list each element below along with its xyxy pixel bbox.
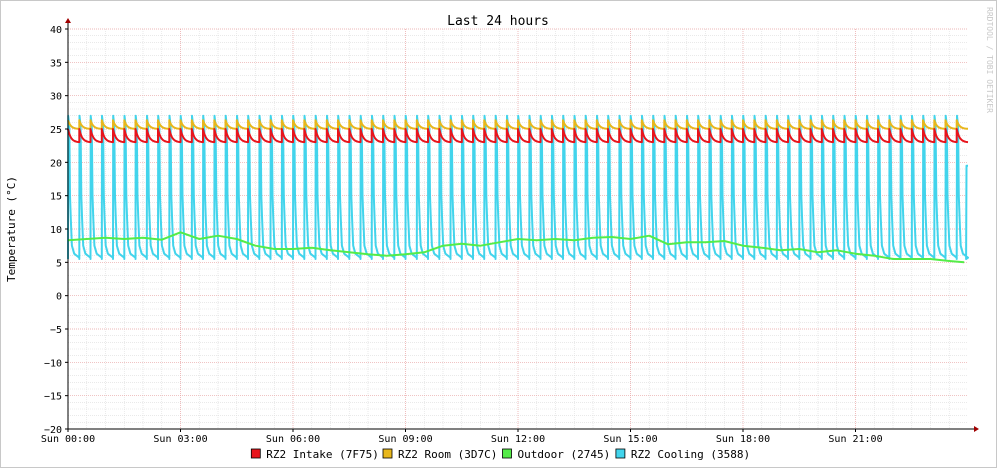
legend-swatch-rz2-room-3d7c	[382, 448, 393, 459]
x-tick-label: Sun 03:00	[153, 434, 207, 445]
y-tick-label: 15	[50, 192, 62, 203]
x-tick-label: Sun 00:00	[41, 434, 95, 445]
y-tick-label: 35	[50, 58, 62, 69]
y-tick-label: −15	[44, 392, 62, 403]
legend-swatch-outdoor-2745	[502, 448, 512, 459]
x-tick-label: Sun 21:00	[828, 434, 882, 445]
y-tick-label: 0	[56, 292, 62, 303]
y-tick-label: −20	[44, 425, 62, 436]
series-line-rz2-cooling-3588	[67, 114, 969, 260]
legend-label-outdoor-2745: Outdoor (2745)	[518, 448, 611, 461]
legend: RZ2 Intake (7F75) RZ2 Room (3D7C) Outdoor …	[250, 448, 750, 461]
x-tick-label: Sun 12:00	[491, 434, 545, 445]
x-tick-label: Sun 06:00	[266, 434, 320, 445]
y-tick-label: −5	[50, 325, 62, 336]
series-line-outdoor-2745	[67, 231, 965, 264]
y-tick-label: 10	[50, 225, 62, 236]
series-line-rz2-intake-7f75	[67, 128, 969, 144]
y-axis-label: Temperature (°C)	[5, 176, 18, 282]
legend-label-rz2-room-3d7c: RZ2 Room (3D7C)	[398, 448, 497, 461]
y-axis-arrow	[65, 18, 71, 23]
legend-label-rz2-cooling-3588: RZ2 Cooling (3588)	[631, 448, 750, 461]
y-tick-label: 25	[50, 125, 62, 136]
x-tick-label: Sun 15:00	[603, 434, 657, 445]
legend-label-rz2-intake-7f75: RZ2 Intake (7F75)	[266, 448, 379, 461]
y-tick-label: 40	[50, 25, 62, 36]
y-tick-label: 20	[50, 158, 62, 169]
rrdtool-watermark: RRDTOOL / TOBI OETIKER	[985, 7, 994, 113]
series-layer	[67, 114, 969, 264]
series-line-rz2-room-3d7c	[67, 119, 968, 130]
legend-swatch-rz2-cooling-3588	[615, 448, 626, 459]
y-tick-label: 30	[50, 92, 62, 103]
chart-title: Last 24 hours	[447, 14, 549, 29]
x-tick-label: Sun 18:00	[716, 434, 770, 445]
y-tick-label: 5	[56, 258, 62, 269]
y-tick-label: −10	[44, 358, 62, 369]
x-tick-label: Sun 09:00	[378, 434, 432, 445]
x-axis-arrow	[974, 426, 979, 432]
legend-swatch-rz2-intake-7f75	[250, 448, 261, 459]
